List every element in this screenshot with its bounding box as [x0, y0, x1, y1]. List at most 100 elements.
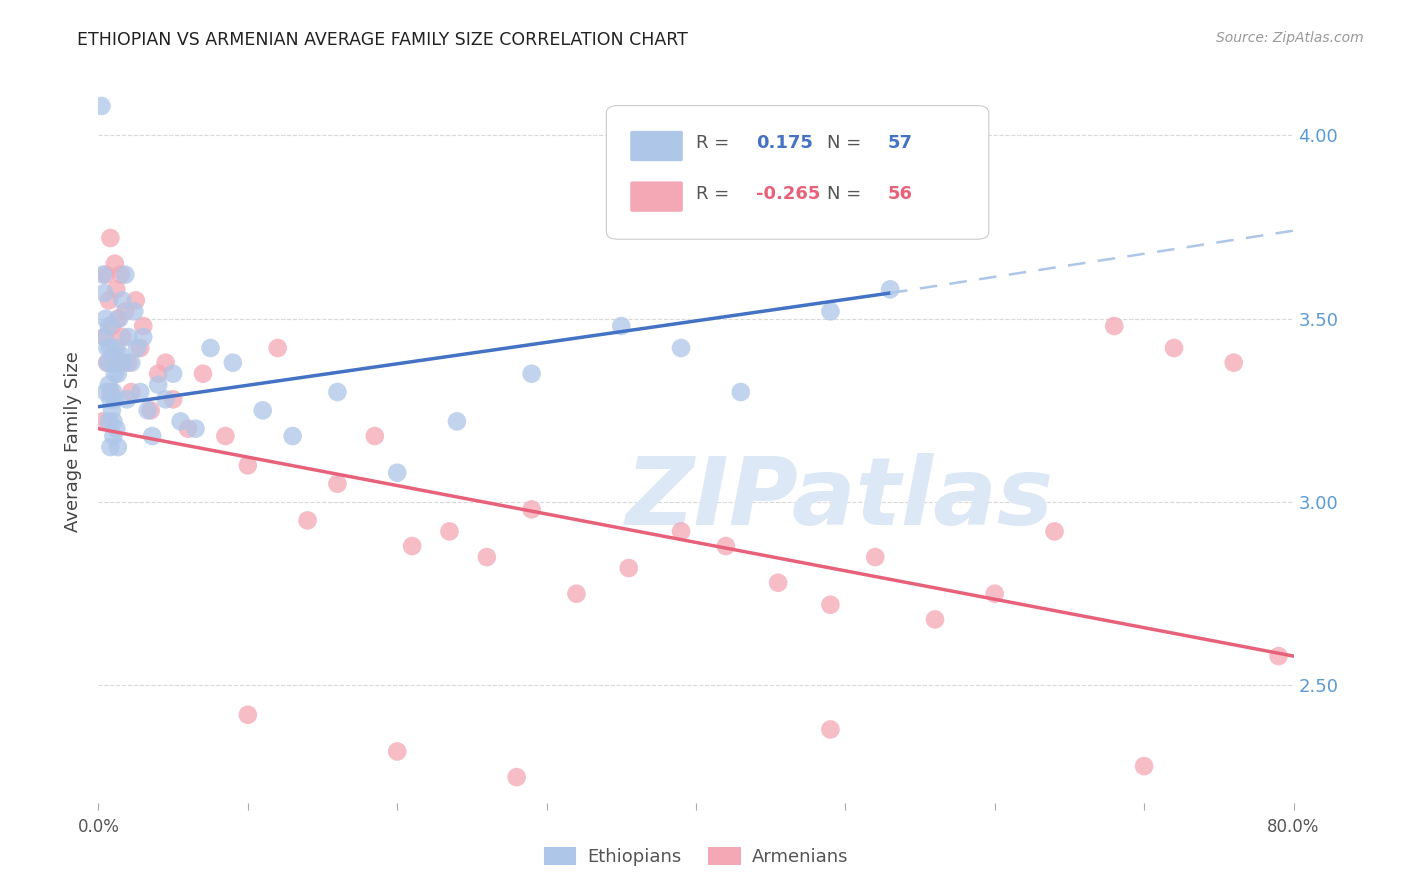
- Point: [93, 285, 115, 300]
- Point: [191, 367, 214, 381]
- Point: [766, 575, 789, 590]
- Point: [103, 429, 125, 443]
- Point: [984, 587, 1007, 601]
- Point: [107, 311, 129, 326]
- Point: [114, 304, 136, 318]
- Point: [326, 476, 349, 491]
- Point: [475, 550, 498, 565]
- Point: [104, 257, 127, 271]
- Point: [141, 429, 163, 443]
- Point: [669, 341, 692, 355]
- Point: [714, 539, 737, 553]
- Point: [129, 341, 152, 355]
- Point: [214, 429, 236, 443]
- Point: [103, 348, 125, 362]
- Point: [281, 429, 304, 443]
- Point: [820, 304, 842, 318]
- FancyBboxPatch shape: [630, 181, 683, 211]
- Text: ETHIOPIAN VS ARMENIAN AVERAGE FAMILY SIZE CORRELATION CHART: ETHIOPIAN VS ARMENIAN AVERAGE FAMILY SIZ…: [77, 31, 688, 49]
- Text: -0.265: -0.265: [756, 185, 820, 202]
- Point: [96, 356, 118, 370]
- Point: [108, 356, 131, 370]
- Point: [820, 598, 842, 612]
- Point: [103, 384, 125, 399]
- Point: [401, 539, 423, 553]
- Text: 57: 57: [887, 134, 912, 153]
- Point: [101, 403, 124, 417]
- Point: [155, 356, 177, 370]
- Point: [879, 282, 901, 296]
- Text: 56: 56: [887, 185, 912, 202]
- FancyBboxPatch shape: [630, 131, 683, 161]
- Point: [520, 367, 543, 381]
- Point: [124, 304, 146, 318]
- Text: 0.175: 0.175: [756, 134, 813, 153]
- Text: R =: R =: [696, 134, 735, 153]
- Point: [114, 268, 136, 282]
- Point: [107, 367, 129, 381]
- Point: [111, 330, 134, 344]
- Point: [104, 367, 127, 381]
- Point: [93, 330, 115, 344]
- Point: [820, 723, 842, 737]
- Point: [148, 367, 170, 381]
- Point: [326, 384, 349, 399]
- Point: [364, 429, 387, 443]
- Point: [184, 422, 207, 436]
- Point: [132, 318, 155, 333]
- Point: [520, 502, 543, 516]
- Point: [136, 403, 159, 417]
- Point: [385, 744, 409, 758]
- Point: [1133, 759, 1156, 773]
- Point: [104, 392, 127, 407]
- Text: Source: ZipAtlas.com: Source: ZipAtlas.com: [1216, 31, 1364, 45]
- Point: [236, 458, 259, 473]
- Point: [97, 293, 120, 308]
- Point: [101, 318, 124, 333]
- Point: [94, 268, 117, 282]
- Point: [865, 550, 887, 565]
- Point: [267, 341, 290, 355]
- Point: [117, 330, 139, 344]
- Point: [1223, 356, 1246, 370]
- Legend: Ethiopians, Armenians: Ethiopians, Armenians: [537, 839, 855, 873]
- Point: [97, 318, 120, 333]
- Point: [222, 356, 245, 370]
- Point: [94, 384, 117, 399]
- Point: [98, 231, 122, 245]
- Point: [446, 414, 468, 428]
- Point: [730, 384, 752, 399]
- Y-axis label: Average Family Size: Average Family Size: [65, 351, 83, 532]
- Text: N =: N =: [827, 185, 868, 202]
- Point: [117, 356, 139, 370]
- Point: [177, 422, 200, 436]
- Point: [169, 414, 191, 428]
- Point: [90, 99, 112, 113]
- Point: [111, 293, 134, 308]
- Point: [101, 356, 124, 370]
- Point: [1267, 649, 1289, 664]
- Point: [103, 414, 125, 428]
- Point: [162, 392, 184, 407]
- Point: [93, 330, 115, 344]
- Point: [148, 377, 170, 392]
- Point: [98, 440, 122, 454]
- Point: [385, 466, 409, 480]
- Point: [132, 330, 155, 344]
- Point: [506, 770, 529, 784]
- Point: [669, 524, 692, 539]
- Point: [236, 707, 259, 722]
- FancyBboxPatch shape: [606, 105, 988, 239]
- Point: [107, 440, 129, 454]
- Text: ZIPatlas: ZIPatlas: [626, 453, 1053, 545]
- Point: [127, 341, 149, 355]
- Point: [98, 341, 122, 355]
- Point: [108, 311, 131, 326]
- Point: [129, 384, 152, 399]
- Point: [105, 282, 128, 296]
- Point: [1163, 341, 1185, 355]
- Point: [610, 318, 633, 333]
- Point: [94, 311, 117, 326]
- Point: [110, 268, 132, 282]
- Point: [924, 612, 946, 626]
